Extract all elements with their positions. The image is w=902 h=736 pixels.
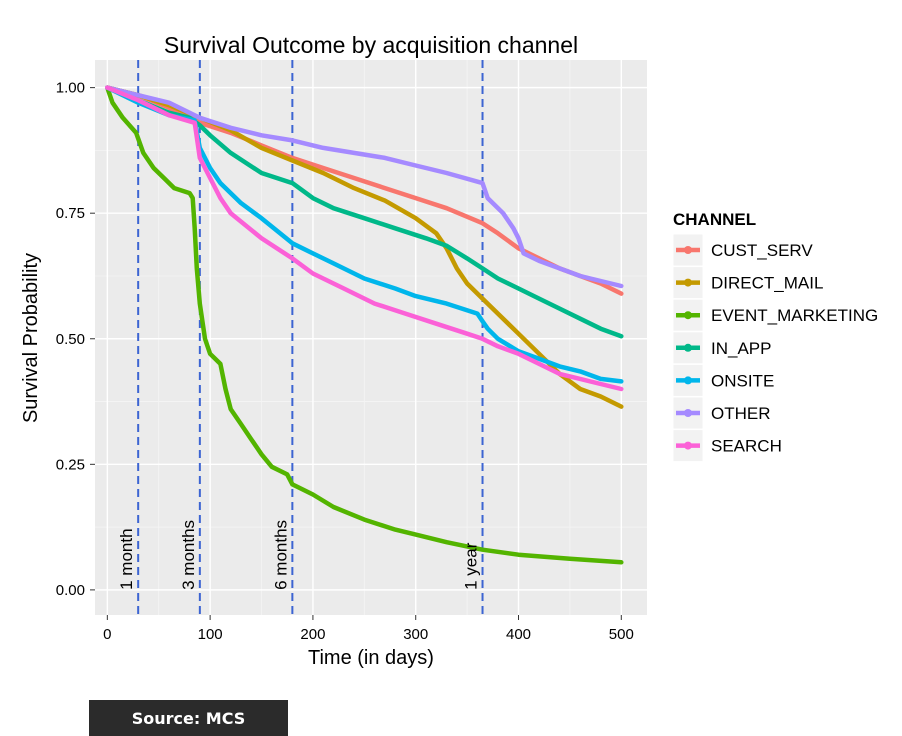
legend-key-point [684,278,692,287]
reference-line-label: 3 months [179,520,198,590]
grid [95,60,647,615]
series-line [105,85,624,392]
y-tick-label: 0.00 [56,582,85,599]
legend-label: EVENT_MARKETING [711,306,878,325]
legend-label: SEARCH [711,437,782,456]
y-axis-title: Survival Probability [20,253,42,423]
y-tick-label: 0.50 [56,331,85,348]
y-tick-label: 1.00 [56,80,85,97]
legend-key-point [684,246,692,254]
series-line [105,85,624,339]
x-tick-label: 300 [403,626,428,643]
series-line [105,85,624,289]
series-line [105,85,624,565]
y-tick-label: 0.75 [56,205,85,222]
y-tick-label: 0.25 [56,456,85,473]
reference-line-label: 1 month [117,528,136,589]
legend-key-point [684,311,692,320]
x-tick-label: 400 [506,626,531,643]
legend-label: ONSITE [711,371,774,390]
series-line [105,85,624,384]
x-axis-title: Time (in days) [308,647,434,669]
source-badge: Source: MCS [89,700,288,736]
x-tick-label: 100 [198,626,223,643]
legend-label: DIRECT_MAIL [711,274,823,293]
series-lines [105,85,624,565]
legend-key-point [684,441,692,450]
legend: CHANNEL CUST_SERV DIRECT_MAIL EVENT_MARKET… [672,210,878,463]
y-axis-ticks: 0.00 0.25 0.50 0.75 1.00 [56,80,95,599]
legend-key-point [684,343,692,352]
x-axis-ticks: 0 100 200 300 400 500 [103,615,634,643]
legend-label: OTHER [711,404,771,423]
x-tick-label: 200 [300,626,325,643]
legend-label: IN_APP [711,339,771,358]
x-tick-label: 500 [609,626,634,643]
plot-panel [95,60,647,615]
reference-line-label: 1 year [462,542,481,590]
legend-key-point [684,409,692,417]
legend-label: CUST_SERV [711,241,813,260]
legend-title: CHANNEL [673,210,756,229]
reference-line-labels: 1 month 3 months 6 months 1 year [117,520,480,590]
reference-line-label: 6 months [271,520,290,590]
chart-title: Survival Outcome by acquisition channel [164,32,578,58]
survival-chart: Survival Outcome by acquisition channel … [20,32,878,669]
x-tick-label: 0 [103,626,111,643]
legend-key-point [684,376,692,385]
